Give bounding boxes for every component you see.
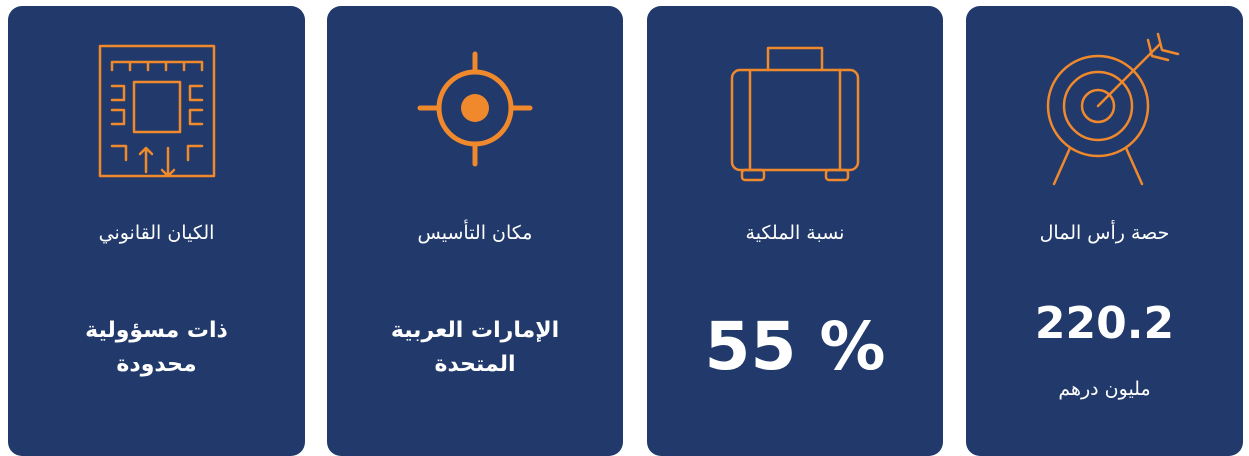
briefcase-icon — [730, 46, 860, 182]
page: {"cards": [ {"label": "حصة رأس المال", "… — [8, 6, 1243, 456]
value-line: محدودة — [116, 352, 197, 377]
value-line: ذات مسؤولية — [85, 318, 228, 343]
card-value: % 55 — [704, 308, 886, 385]
building-icon — [98, 44, 215, 178]
card-label: الكيان القانوني — [98, 222, 215, 244]
card-unit: مليون درهم — [1058, 378, 1151, 400]
location-card: مكان التأسيس الإمارات العربية المتحدة — [327, 6, 623, 456]
card-label: نسبة الملكية — [745, 222, 845, 244]
card-value: الإمارات العربية المتحدة — [327, 314, 623, 382]
entity-card: الكيان القانوني ذات مسؤولية محدودة — [8, 6, 305, 456]
capital-card: حصة رأس المال 220.2 مليون درهم — [966, 6, 1243, 456]
card-label: حصة رأس المال — [1039, 222, 1170, 244]
card-value: 220.2 — [1034, 298, 1175, 349]
card-label: مكان التأسيس — [417, 222, 533, 244]
ownership-card: نسبة الملكية % 55 — [647, 6, 943, 456]
crosshair-icon — [417, 51, 533, 167]
value-line: المتحدة — [434, 352, 516, 377]
target-icon — [1046, 32, 1179, 186]
card-value: ذات مسؤولية محدودة — [8, 314, 305, 382]
value-line: الإمارات العربية — [390, 318, 560, 343]
